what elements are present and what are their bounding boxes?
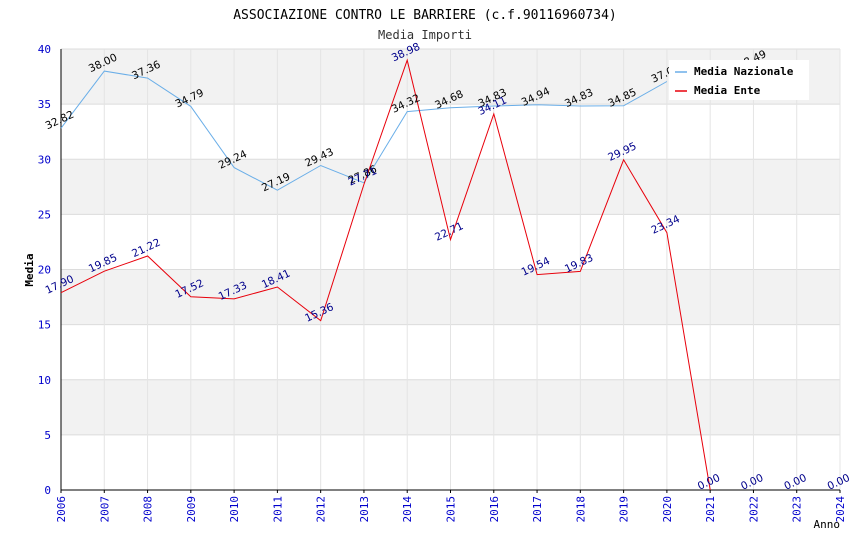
- legend: Media Nazionale Media Ente: [669, 60, 809, 100]
- y-tick-label: 10: [38, 374, 51, 387]
- y-tick-label: 35: [38, 98, 51, 111]
- y-tick-label: 20: [38, 264, 51, 277]
- y-tick-label: 5: [44, 429, 51, 442]
- legend-label-media-nazionale: Media Nazionale: [694, 65, 794, 78]
- x-axis-label: Anno: [814, 518, 841, 531]
- data-label: 22.71: [433, 220, 465, 244]
- series-line-media-ente: [60, 58, 711, 491]
- y-tick-label: 40: [38, 43, 51, 56]
- x-tick-label: 2016: [488, 496, 501, 523]
- x-tick-label: 2020: [661, 496, 674, 523]
- y-tick-label: 15: [38, 319, 51, 332]
- legend-box: [669, 60, 809, 100]
- x-tick-label: 2011: [271, 496, 284, 523]
- x-tick-label: 2021: [704, 496, 717, 523]
- x-tick-label: 2010: [228, 496, 241, 523]
- y-tick-label: 25: [38, 208, 51, 221]
- data-label: 32.82: [44, 109, 76, 133]
- x-axis-ticks: 2006 2007 2008 2009 2010 2011 2012 2013 2014 2015…: [55, 490, 847, 523]
- chart-title: ASSOCIAZIONE CONTRO LE BARRIERE (c.f.901…: [233, 8, 617, 23]
- y-axis-ticks: 0 5 10 15 20 25 30 35 40: [38, 43, 51, 497]
- x-tick-label: 2007: [98, 496, 111, 523]
- x-tick-label: 2024: [834, 496, 847, 523]
- y-tick-label: 0: [44, 484, 51, 497]
- x-tick-label: 2014: [401, 496, 414, 523]
- x-tick-label: 2008: [142, 496, 155, 523]
- x-tick-label: 2009: [185, 496, 198, 523]
- data-label: 23.34: [649, 213, 682, 237]
- chart-subtitle: Media Importi: [378, 28, 472, 42]
- series-lines: [60, 58, 711, 491]
- x-tick-label: 2018: [574, 496, 587, 523]
- x-tick-label: 2019: [618, 496, 631, 523]
- series-line-media-nazionale: [60, 70, 668, 191]
- y-axis-label: Media: [23, 253, 36, 286]
- x-tick-label: 2006: [55, 496, 68, 523]
- x-tick-label: 2013: [358, 496, 371, 523]
- y-tick-label: 30: [38, 153, 51, 166]
- x-tick-label: 2015: [445, 496, 458, 523]
- x-tick-label: 2017: [531, 496, 544, 523]
- x-tick-label: 2012: [315, 496, 328, 523]
- x-tick-label: 2022: [747, 496, 760, 523]
- legend-label-media-ente: Media Ente: [694, 84, 761, 97]
- x-tick-label: 2023: [791, 496, 804, 523]
